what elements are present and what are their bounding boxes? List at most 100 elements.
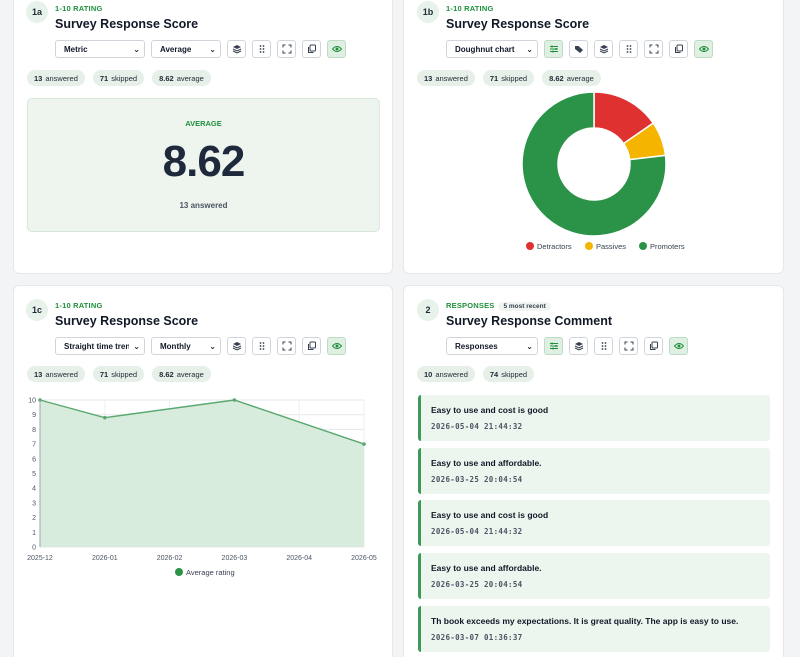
card-1b: 1b 1-10 RATING Survey Response Score Dou… (403, 0, 784, 274)
expand-icon (624, 341, 633, 351)
time-trend-chart: 0 1 2 3 4 5 6 7 8 9 10 2025-12 2026-01 2026-02 2026-03… (27, 398, 377, 578)
visualization-select[interactable]: Straight time trend ⌄ (55, 337, 145, 355)
data-point[interactable] (362, 442, 366, 446)
legend-label-detractors: Detractors (537, 242, 572, 251)
eye-icon (698, 46, 709, 52)
response-timestamp: 2026-03-25 20:04:54 (431, 475, 523, 484)
legend-swatch-promoters (639, 242, 647, 250)
sliders-icon (549, 45, 558, 53)
drag-button[interactable] (252, 337, 271, 355)
response-timestamp: 2026-03-07 01:36:37 (431, 633, 523, 642)
donut-slice-promoters[interactable] (521, 91, 667, 237)
interval-select[interactable]: Monthly ⌄ (151, 337, 221, 355)
stats-pills: 13 answered 71 skipped 8.62 average (27, 366, 211, 382)
question-number-badge: 1b (417, 1, 439, 23)
question-type-label: 1-10 RATING (55, 301, 103, 310)
drag-button[interactable] (594, 337, 613, 355)
response-timestamp: 2026-05-04 21:44:32 (431, 422, 523, 431)
response-item: Easy to use and cost is good 2026-05-04 … (418, 500, 770, 546)
question-type-label: 1-10 RATING (446, 4, 494, 13)
card-toolbar: Doughnut chart ⌄ (446, 40, 713, 58)
tag-icon (574, 46, 583, 53)
aggregation-select[interactable]: Average ⌄ (151, 40, 221, 58)
question-title: Survey Response Score (55, 17, 199, 31)
tag-button[interactable] (569, 40, 588, 58)
response-text: Easy to use and affordable. (431, 563, 542, 573)
copy-button[interactable] (644, 337, 663, 355)
response-item: Easy to use and affordable. 2026-03-25 2… (418, 553, 770, 599)
expand-button[interactable] (619, 337, 638, 355)
visualization-select[interactable]: Doughnut chart ⌄ (446, 40, 538, 58)
visualization-select-value: Responses (455, 341, 498, 351)
chevron-down-icon: ⌄ (526, 341, 533, 351)
chevron-down-icon: ⌄ (133, 44, 140, 54)
legend-label-passives: Passives (596, 242, 626, 251)
copy-button[interactable] (302, 337, 321, 355)
recent-count-badge: 5 most recent (498, 302, 551, 311)
copy-button[interactable] (302, 40, 321, 58)
visualization-select-value: Metric (64, 44, 88, 54)
eye-icon (673, 343, 684, 349)
layers-button[interactable] (227, 337, 246, 355)
visibility-button[interactable] (669, 337, 688, 355)
y-tick-label: 8 (32, 427, 36, 434)
copy-icon (649, 341, 658, 350)
visualization-select[interactable]: Metric ⌄ (55, 40, 145, 58)
legend-swatch (175, 568, 183, 576)
average-pill: 8.62 average (152, 366, 211, 382)
skipped-pill: 71 skipped (92, 366, 145, 382)
question-number-badge: 1a (26, 1, 48, 23)
visualization-select-value: Doughnut chart (455, 44, 515, 54)
response-timestamp: 2026-05-04 21:44:32 (431, 527, 523, 536)
visualization-select-value: Straight time trend (64, 341, 130, 351)
drag-button[interactable] (252, 40, 271, 58)
response-item: Easy to use and cost is good 2026-05-04 … (418, 395, 770, 441)
x-tick-label: 2026-02 (157, 555, 183, 562)
visibility-button[interactable] (694, 40, 713, 58)
stats-pills: 13 answered 71 skipped 8.62 average (417, 70, 601, 86)
eye-icon (331, 343, 342, 349)
card-toolbar: Responses ⌄ (446, 337, 688, 355)
skipped-pill: 71 skipped (92, 70, 145, 86)
visibility-button[interactable] (327, 337, 346, 355)
response-text: Easy to use and affordable. (431, 458, 542, 468)
chevron-down-icon: ⌄ (209, 44, 216, 54)
layers-button[interactable] (227, 40, 246, 58)
card-toolbar: Straight time trend ⌄ Monthly ⌄ (55, 337, 346, 355)
drag-button[interactable] (619, 40, 638, 58)
copy-icon (674, 44, 683, 53)
filter-button[interactable] (544, 40, 563, 58)
layers-button[interactable] (569, 337, 588, 355)
y-tick-label: 4 (32, 486, 36, 493)
chevron-down-icon: ⌄ (526, 44, 533, 54)
filter-button[interactable] (544, 337, 563, 355)
copy-button[interactable] (669, 40, 688, 58)
y-tick-label: 2 (32, 515, 36, 522)
question-type-label: RESPONSES 5 most recent (446, 301, 551, 311)
metric-label: AVERAGE (185, 119, 222, 128)
metric-subtext: 13 answered (179, 201, 228, 210)
chevron-down-icon: ⌄ (133, 341, 140, 351)
legend-label-promoters: Promoters (650, 242, 685, 251)
expand-icon (649, 44, 658, 54)
data-point[interactable] (232, 398, 237, 402)
expand-button[interactable] (277, 337, 296, 355)
legend-label: Average rating (186, 568, 235, 577)
y-tick-label: 0 (32, 545, 36, 552)
visibility-button[interactable] (327, 40, 346, 58)
expand-button[interactable] (644, 40, 663, 58)
x-tick-label: 2026-05 (351, 555, 377, 562)
question-title: Survey Response Comment (446, 314, 613, 328)
data-point[interactable] (103, 415, 107, 420)
expand-icon (282, 44, 291, 54)
layers-button[interactable] (594, 40, 613, 58)
y-tick-label: 5 (32, 471, 36, 478)
average-pill: 8.62 average (152, 70, 211, 86)
visualization-select[interactable]: Responses ⌄ (446, 337, 538, 355)
layers-icon (574, 342, 583, 351)
expand-button[interactable] (277, 40, 296, 58)
average-pill: 8.62 average (542, 70, 601, 86)
stats-pills: 13 answered 71 skipped 8.62 average (27, 70, 211, 86)
response-text: Th book exceeds my expectations. It is g… (431, 616, 739, 626)
response-text: Easy to use and cost is good (431, 510, 549, 520)
